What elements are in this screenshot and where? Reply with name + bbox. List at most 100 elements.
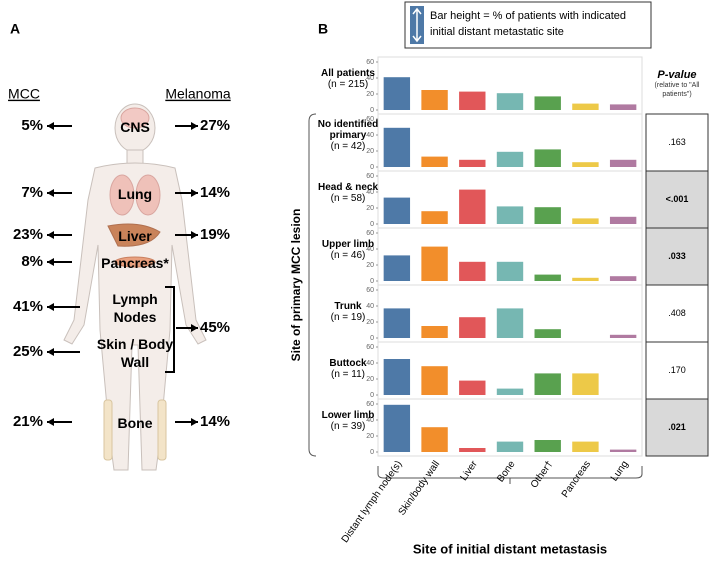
bar — [496, 308, 524, 338]
organ-label-box: CNS — [120, 119, 150, 135]
y-tick-label: 40 — [366, 417, 374, 424]
arrow-head — [47, 231, 54, 239]
organ-label: Lung — [117, 186, 153, 202]
panel-name: All patients — [321, 67, 375, 79]
legend-arrow — [412, 7, 422, 43]
bar — [421, 326, 448, 338]
bar — [421, 366, 448, 395]
organ-label: Pancreas* — [101, 255, 169, 271]
pvalue-cell — [645, 170, 709, 229]
arrow-head — [191, 122, 198, 130]
panel-n: (n = 11) — [331, 369, 365, 380]
body-illustration — [63, 103, 207, 471]
bar — [534, 373, 561, 395]
bar — [383, 308, 411, 338]
arrow-head — [47, 418, 54, 426]
bar — [534, 329, 561, 338]
bar — [609, 104, 637, 110]
panel-name: Head & neck — [317, 181, 379, 193]
melanoma-percent: 27% — [200, 117, 230, 134]
pvalue-note-text: (relative to "All patients") — [654, 82, 700, 98]
melanoma-percent: 14% — [200, 184, 230, 201]
melanoma-percent: 45% — [200, 319, 230, 336]
y-tick-label: 0 — [370, 164, 374, 171]
bar — [383, 255, 411, 281]
y-tick-label: 40 — [366, 75, 374, 82]
y-tick-label: 20 — [366, 433, 374, 440]
panel-name-box: Trunk(n = 19) — [331, 301, 366, 323]
mcc-percent: 8% — [21, 253, 43, 270]
x-bracket — [377, 466, 643, 484]
mcc-percent: 23% — [13, 226, 43, 243]
y-tick-label: 40 — [366, 132, 374, 139]
panel-name: No identified primary — [317, 119, 379, 141]
bar — [459, 91, 486, 110]
legend: Bar height = % of patients with indicate… — [430, 10, 626, 38]
panel-name-box: Upper limb(n = 46) — [321, 238, 375, 261]
y-tick-label: 20 — [366, 319, 374, 326]
mcc-percent: 5% — [21, 117, 43, 134]
panel-name: Upper limb — [321, 238, 375, 250]
bar — [609, 216, 637, 224]
organ-label: Skin / Body Wall — [96, 336, 174, 370]
bar — [534, 274, 561, 281]
column-header: MCC — [8, 86, 40, 102]
pvalue: .170 — [668, 365, 686, 375]
bar — [496, 93, 524, 110]
bar — [496, 261, 524, 281]
y-tick-label: 20 — [366, 91, 374, 98]
pvalue: .408 — [668, 308, 686, 318]
pvalue-note: (relative to "All patients") — [654, 82, 700, 98]
bar — [572, 218, 599, 224]
bar — [383, 404, 411, 452]
bar — [459, 261, 486, 281]
x-axis-title: Site of initial distant metastasis — [413, 541, 607, 556]
pvalue-cell — [645, 398, 709, 457]
panel-name: Lower limb — [321, 409, 375, 421]
organ-label-box: Lung — [117, 186, 153, 202]
organ-label-box: Liver — [118, 228, 152, 244]
arrow-head — [191, 418, 198, 426]
legend-text: Bar height = % of patients with indicate… — [430, 10, 626, 38]
y-tick-label: 40 — [366, 246, 374, 253]
bar — [609, 159, 637, 167]
panel-name-box: No identified primary(n = 42) — [317, 119, 379, 152]
arrow-head — [47, 303, 54, 311]
x-tick-label: Other† — [529, 459, 556, 490]
y-tick-label: 0 — [370, 449, 374, 456]
column-header: Melanoma — [165, 86, 231, 102]
arrow-head — [47, 348, 54, 356]
pvalue-header: P-value — [657, 69, 696, 81]
arrow-head — [191, 324, 198, 332]
panel-n: (n = 46) — [330, 249, 366, 261]
y-tick-label: 60 — [366, 344, 374, 351]
organ-label: CNS — [120, 119, 150, 135]
bar — [572, 441, 599, 452]
mcc-percent: 41% — [13, 298, 43, 315]
legend-box — [404, 1, 652, 49]
bar — [459, 159, 486, 167]
x-tick-label: Lung — [609, 459, 631, 484]
bar — [383, 77, 411, 110]
y-tick-label: 60 — [366, 173, 374, 180]
organ-label: Liver — [118, 228, 152, 244]
panel-n: (n = 215) — [327, 78, 369, 90]
melanoma-percent: 19% — [200, 226, 230, 243]
y-tick-label: 60 — [366, 230, 374, 237]
pvalue-cell — [645, 341, 709, 400]
arrow-head — [191, 189, 198, 197]
arrow-head — [47, 122, 54, 130]
panel-name: Buttock — [329, 358, 367, 369]
x-tick-label: Skin/body wall — [397, 459, 443, 518]
y-tick-label: 40 — [366, 360, 374, 367]
organ-label-box: Skin / Body Wall — [96, 336, 174, 370]
bar — [534, 440, 561, 452]
y-tick-label: 40 — [366, 189, 374, 196]
bar — [459, 189, 486, 224]
mcc-percent: 7% — [21, 184, 43, 201]
pvalue-cell — [645, 284, 709, 343]
organ-label-box: Lymph Nodes — [112, 291, 157, 325]
bar — [383, 359, 411, 395]
bar — [383, 197, 411, 224]
y-tick-label: 20 — [366, 205, 374, 212]
